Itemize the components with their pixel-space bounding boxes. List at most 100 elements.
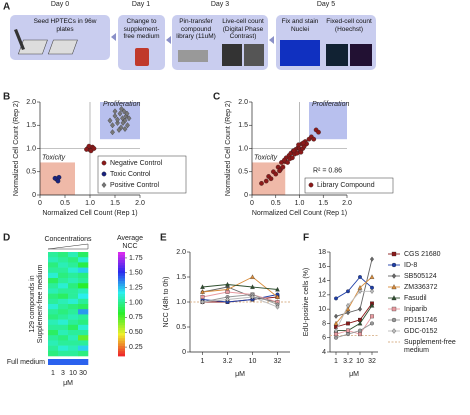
- day-label: Day 5: [316, 1, 336, 8]
- marker: [200, 295, 205, 299]
- x-tick-label: 32: [368, 358, 376, 365]
- step-text: Live-cell count (Digital Phase Contrast): [222, 18, 264, 40]
- heat-cell: [58, 324, 69, 331]
- phase-image: [222, 44, 242, 66]
- hoechst-image: [350, 44, 372, 66]
- y-tick-label: 18: [318, 249, 326, 256]
- marker: [346, 310, 350, 316]
- marker: [275, 294, 280, 299]
- colorbar-segment: [118, 272, 125, 276]
- step-box: [118, 15, 165, 70]
- marker: [275, 304, 280, 310]
- heat-cell: [68, 278, 79, 284]
- panel-label: F: [303, 233, 309, 244]
- colorbar-segment: [118, 270, 125, 274]
- y-tick-label: 0.5: [176, 324, 186, 331]
- heat-cell: [48, 293, 59, 300]
- marker: [391, 306, 397, 312]
- step-text: Fix and stain Nuclei: [281, 18, 319, 33]
- legend-label: GDC-0152: [404, 328, 438, 335]
- marker: [358, 306, 362, 312]
- heat-cell: [48, 345, 59, 352]
- heat-cell: [48, 272, 59, 279]
- heat-cell: [68, 350, 79, 357]
- heat-cell: [68, 319, 79, 326]
- colorbar-segment: [118, 353, 125, 357]
- heat-cell: [58, 345, 69, 352]
- marker: [346, 289, 350, 294]
- marker: [263, 178, 269, 184]
- heat-cell: [78, 283, 89, 289]
- y-tick-label: 2.0: [26, 99, 36, 106]
- heat-cell: [78, 314, 89, 320]
- x-tick-label: 1.0: [85, 200, 95, 207]
- annotation: R² = 0.86: [313, 167, 342, 174]
- heat-cell: [78, 252, 89, 258]
- heat-cell: [58, 252, 69, 258]
- marker: [391, 273, 397, 279]
- heat-cell: [58, 257, 69, 263]
- heat-cell: [58, 267, 69, 274]
- colorbar-segment: [118, 345, 125, 349]
- marker: [112, 113, 118, 119]
- marker: [334, 328, 338, 334]
- x-axis-label: μM: [349, 371, 359, 378]
- x-tick-label: 3.2: [223, 358, 233, 365]
- heat-cell: [48, 283, 59, 289]
- marker: [358, 288, 362, 294]
- y-tick-label: 14: [318, 277, 326, 284]
- colorbar-tick-label: 0.50: [129, 329, 143, 336]
- heat-cell: [78, 262, 89, 268]
- marker: [225, 290, 230, 294]
- marker: [281, 157, 287, 163]
- heat-cell: [48, 288, 59, 294]
- heat-cell: [58, 319, 69, 326]
- heat-cell: [48, 324, 59, 331]
- marker: [358, 332, 362, 337]
- y-axis-label: Supplement-free medium: [37, 265, 44, 344]
- panel-label: A: [3, 2, 10, 13]
- series-line: [202, 291, 278, 303]
- heat-cell: [58, 293, 69, 300]
- marker: [55, 178, 61, 184]
- series-line: [335, 259, 373, 317]
- x-tick-label: 0: [250, 200, 254, 207]
- heat-cell: [78, 324, 89, 331]
- marker: [115, 119, 120, 126]
- y-tick-label: 2.0: [176, 249, 186, 256]
- heat-cell: [68, 272, 79, 279]
- heat-cell: [68, 314, 79, 320]
- colorbar-segment: [118, 319, 125, 323]
- heat-cell: [78, 350, 89, 357]
- marker: [52, 175, 58, 181]
- legend-label: PD151746: [404, 317, 437, 324]
- heat-cell: [48, 319, 59, 326]
- heat-cell: [68, 293, 79, 300]
- marker: [268, 176, 274, 182]
- marker: [277, 168, 282, 174]
- colorbar-segment: [118, 301, 125, 305]
- heat-cell: [78, 309, 89, 315]
- colorbar-segment: [118, 309, 125, 313]
- marker: [370, 314, 374, 319]
- heat-cell: [48, 262, 59, 268]
- series-line: [202, 294, 278, 305]
- marker: [126, 115, 132, 122]
- y-tick-label: 2.0: [238, 99, 248, 106]
- marker: [225, 296, 230, 303]
- colorbar-segment: [118, 293, 125, 297]
- series-line: [202, 284, 278, 290]
- y-tick-label: 4: [322, 349, 326, 356]
- marker: [296, 142, 301, 148]
- legend-label: SB505124: [404, 273, 437, 280]
- colorbar-tick-label: 1.00: [129, 299, 143, 306]
- series-line: [336, 305, 373, 332]
- heat-cell: [48, 359, 59, 365]
- y-tick-label: 1.0: [238, 145, 248, 152]
- heat-cell: [78, 335, 89, 341]
- marker: [391, 317, 397, 323]
- legend-label: Toxic Control: [110, 171, 151, 178]
- colorbar-segment: [118, 278, 125, 281]
- x-tick-label: 3.2: [343, 358, 353, 365]
